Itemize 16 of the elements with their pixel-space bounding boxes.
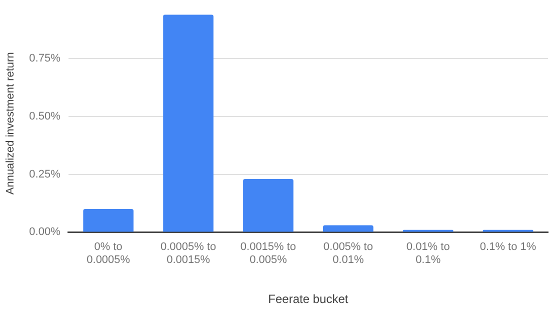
x-axis-title: Feerate bucket bbox=[268, 292, 349, 306]
y-tick-label: 0.25% bbox=[29, 168, 61, 180]
x-tick-label: 0% to 0.0005% bbox=[86, 240, 130, 266]
x-tick-label: 0.0005% to 0.0015% bbox=[160, 240, 216, 266]
x-tick-label: 0.005% to 0.01% bbox=[323, 240, 373, 266]
y-tick-label: 0.50% bbox=[29, 110, 61, 122]
bar bbox=[322, 225, 374, 232]
bar bbox=[163, 14, 214, 232]
y-tick-label: 0.75% bbox=[29, 52, 61, 65]
x-tick-label: 0.0015% to 0.005% bbox=[240, 240, 296, 266]
bar bbox=[243, 178, 294, 232]
x-tick-label: 0.1% to 1% bbox=[480, 240, 536, 253]
x-tick-label: 0.01% to 0.1% bbox=[406, 240, 450, 266]
y-tick-label: 0.00% bbox=[29, 226, 61, 238]
bar bbox=[83, 209, 134, 232]
y-axis-title: Annualized investment return bbox=[4, 52, 17, 195]
